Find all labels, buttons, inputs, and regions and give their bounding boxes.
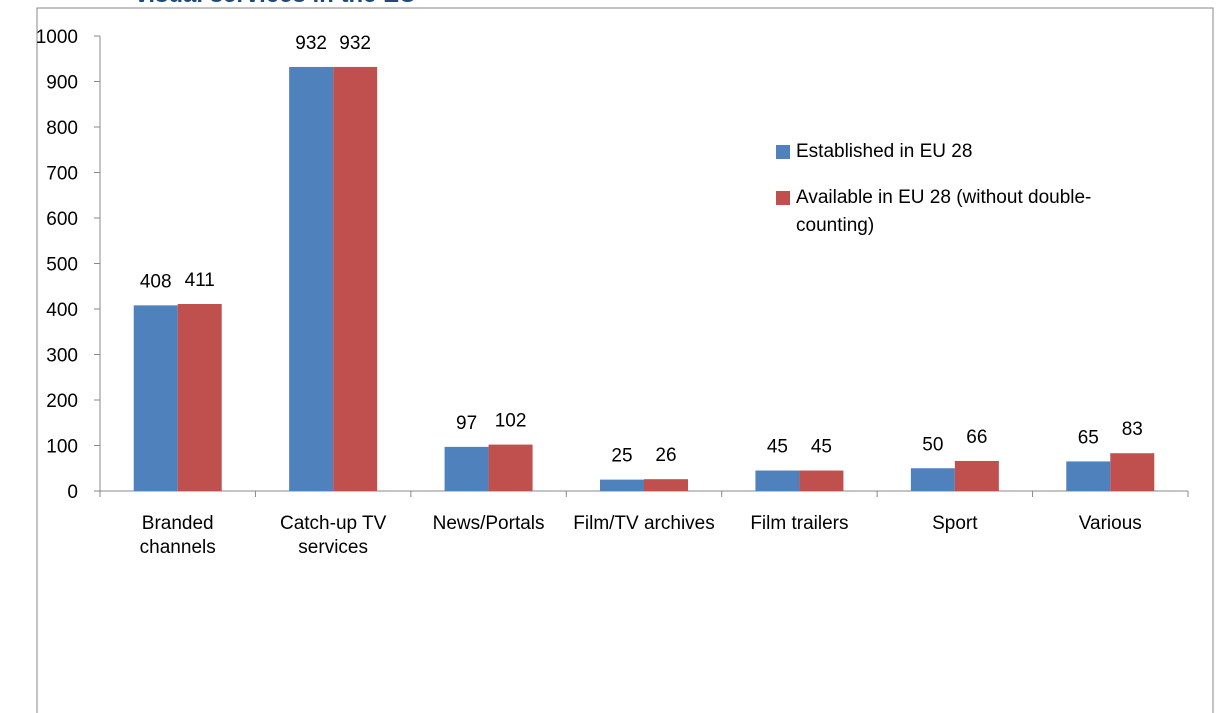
y-tick-label: 600 <box>46 209 78 230</box>
x-tick-label: Branded channels <box>139 513 216 558</box>
x-tick-label: Film/TV archives <box>573 513 715 534</box>
bar <box>910 468 955 491</box>
x-tick-label: News/Portals <box>432 513 545 534</box>
data-label: 97 <box>456 413 477 434</box>
data-label: 932 <box>339 33 371 54</box>
y-tick-label: 200 <box>46 391 78 412</box>
y-tick-label: 800 <box>46 118 78 139</box>
bar <box>644 479 688 491</box>
bar <box>954 460 999 491</box>
x-tick-label: Sport <box>932 513 978 534</box>
legend-swatch <box>776 191 790 205</box>
y-tick-label: 500 <box>46 255 78 276</box>
bar <box>333 66 378 491</box>
bar <box>177 303 222 491</box>
y-tick-label: 300 <box>46 346 78 367</box>
y-tick-label: 400 <box>46 300 78 321</box>
chart-title: visual services in the EU <box>135 0 416 8</box>
data-label: 66 <box>966 427 987 448</box>
y-tick-label: 700 <box>46 164 78 185</box>
y-tick-label: 1000 <box>36 27 78 48</box>
bar <box>799 470 844 491</box>
x-tick-label: Film trailers <box>750 513 849 534</box>
y-tick-label: 100 <box>46 437 78 458</box>
bar <box>1110 453 1155 491</box>
bar <box>444 446 489 491</box>
data-label: 50 <box>922 434 943 455</box>
data-label: 65 <box>1078 427 1099 448</box>
legend-label: Available in EU 28 (without double-count… <box>796 187 1092 236</box>
data-label: 45 <box>767 437 788 458</box>
y-tick-label: 0 <box>67 482 78 503</box>
data-label: 932 <box>295 33 327 54</box>
bar <box>755 470 800 491</box>
bar <box>600 479 644 491</box>
bar <box>1066 461 1111 491</box>
bar <box>133 305 178 491</box>
data-label: 83 <box>1122 419 1143 440</box>
legend-swatch <box>776 145 790 159</box>
data-label: 26 <box>655 445 676 466</box>
bar <box>289 66 334 491</box>
legend-label: Established in EU 28 <box>796 141 973 162</box>
data-label: 408 <box>140 271 172 292</box>
bar <box>488 444 533 491</box>
y-tick-label: 900 <box>46 73 78 94</box>
data-label: 102 <box>495 411 527 432</box>
data-label: 45 <box>811 437 832 458</box>
x-tick-label: Various <box>1078 513 1142 534</box>
data-label: 411 <box>185 270 215 291</box>
data-label: 25 <box>611 446 632 467</box>
x-tick-label: Catch-up TV services <box>279 513 387 558</box>
chart-border <box>36 7 1214 713</box>
